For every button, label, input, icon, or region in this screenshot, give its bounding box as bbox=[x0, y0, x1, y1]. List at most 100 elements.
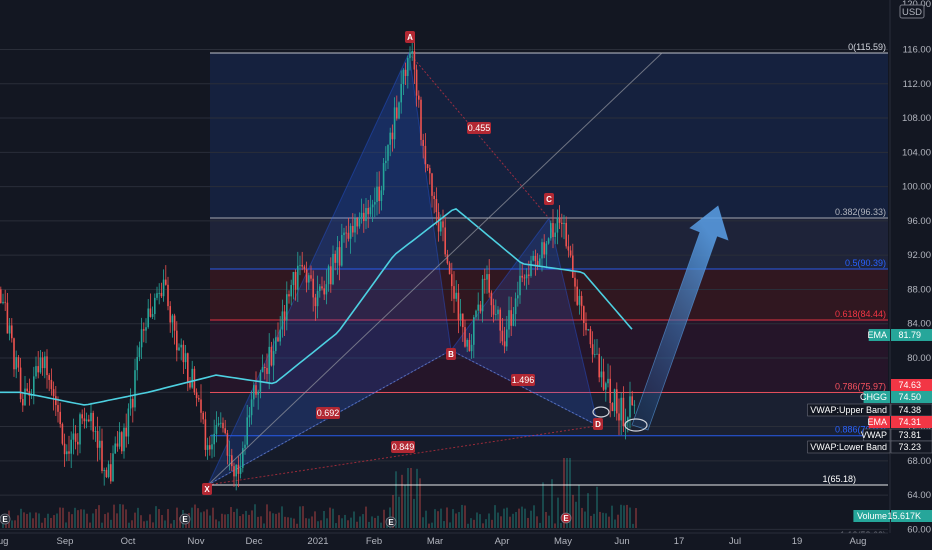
candle-body bbox=[143, 329, 145, 331]
candle-body bbox=[345, 232, 347, 234]
candle-body bbox=[330, 266, 332, 285]
x-tick-label: Nov bbox=[188, 536, 205, 547]
candle-body bbox=[523, 277, 526, 279]
volume-bar bbox=[68, 511, 70, 528]
candle-body bbox=[123, 427, 125, 452]
volume-bar bbox=[209, 515, 211, 528]
volume-bar bbox=[149, 514, 151, 528]
currency-label: USD bbox=[902, 7, 922, 18]
point-label: D bbox=[595, 420, 601, 429]
candle-body bbox=[261, 366, 264, 373]
candle-body bbox=[477, 304, 479, 311]
volume-bar bbox=[152, 522, 154, 528]
candle-body bbox=[587, 329, 589, 331]
volume-bar bbox=[353, 511, 355, 528]
candle-body bbox=[457, 292, 460, 320]
candle-body bbox=[594, 354, 596, 355]
earnings-marker bbox=[385, 516, 397, 528]
candle-body bbox=[275, 337, 277, 352]
candle-body bbox=[107, 464, 110, 477]
volume-bar bbox=[248, 514, 250, 528]
candle-body bbox=[332, 253, 334, 285]
volume-bar bbox=[425, 510, 427, 528]
candle-body bbox=[26, 388, 28, 392]
volume-bar bbox=[284, 516, 286, 528]
candle-body bbox=[563, 222, 565, 224]
candle-body bbox=[85, 419, 88, 422]
candle-body bbox=[167, 284, 169, 307]
candle-body bbox=[341, 235, 343, 266]
point-label: X bbox=[204, 485, 210, 494]
candle-body bbox=[178, 347, 180, 351]
volume-bar bbox=[35, 512, 37, 528]
candle-body bbox=[481, 278, 484, 312]
candle-body bbox=[510, 310, 512, 326]
candle-body bbox=[616, 389, 618, 414]
fib-label-6: 1(65.18) bbox=[822, 474, 856, 484]
trendline bbox=[207, 52, 663, 486]
candle-body bbox=[431, 173, 433, 196]
price-tag-name: Volume bbox=[857, 511, 887, 521]
volume-bar bbox=[251, 510, 253, 528]
candle-body bbox=[453, 286, 455, 299]
volume-bar bbox=[296, 523, 298, 528]
candle-body bbox=[367, 208, 369, 215]
volume-bar bbox=[527, 517, 529, 528]
volume-bars bbox=[2, 458, 637, 528]
volume-bar bbox=[2, 522, 4, 528]
candle-body bbox=[11, 325, 13, 339]
volume-bar bbox=[512, 513, 514, 528]
volume-bar bbox=[464, 505, 466, 528]
volume-bar bbox=[356, 521, 358, 528]
candle-body bbox=[374, 202, 376, 205]
volume-bar bbox=[326, 518, 328, 528]
candle-body bbox=[35, 366, 37, 377]
price-tag-name: VWAP:Lower Band bbox=[810, 442, 887, 452]
candle-body bbox=[620, 397, 622, 421]
candle-body bbox=[171, 315, 174, 323]
candle-body bbox=[611, 403, 614, 412]
candle-body bbox=[294, 271, 297, 290]
candle-body bbox=[433, 195, 435, 200]
volume-bar bbox=[128, 522, 130, 528]
volume-bar bbox=[560, 522, 562, 528]
volume-bar bbox=[524, 508, 526, 528]
candle-body bbox=[576, 286, 578, 305]
candle-body bbox=[81, 414, 83, 419]
candle-body bbox=[338, 247, 341, 266]
candle-body bbox=[475, 310, 477, 318]
candle-body bbox=[398, 102, 400, 119]
annotations: X A B C D 0.455 0.692 1.496 0.849 E E E E bbox=[0, 31, 729, 528]
volume-bar bbox=[332, 508, 334, 528]
volume-bar bbox=[434, 509, 436, 528]
candle-body bbox=[525, 274, 528, 279]
candle-body bbox=[420, 99, 422, 140]
volume-bar bbox=[416, 468, 418, 528]
candle-body bbox=[125, 427, 127, 437]
candle-body bbox=[301, 265, 303, 267]
highlight-ellipse-1 bbox=[592, 406, 610, 418]
candle-body bbox=[596, 353, 598, 355]
candle-body bbox=[462, 313, 464, 328]
fib-band-2 bbox=[210, 268, 888, 320]
price-tag-name-bg bbox=[853, 510, 890, 522]
volume-bar bbox=[83, 509, 85, 528]
volume-bar bbox=[455, 513, 457, 528]
candle-body bbox=[112, 453, 114, 482]
candle-body bbox=[567, 246, 570, 251]
candle-body bbox=[618, 413, 620, 421]
volume-bar bbox=[503, 508, 505, 528]
candle-body bbox=[532, 255, 534, 261]
volume-bar bbox=[395, 471, 397, 528]
candle-body bbox=[613, 389, 616, 412]
candle-body bbox=[61, 424, 64, 444]
candle-body bbox=[547, 238, 550, 244]
candle-body bbox=[46, 356, 48, 376]
volume-bar bbox=[605, 513, 607, 528]
candle-body bbox=[41, 357, 44, 369]
candle-body bbox=[349, 225, 352, 239]
candle-body bbox=[70, 439, 72, 454]
volume-bar bbox=[509, 516, 511, 528]
